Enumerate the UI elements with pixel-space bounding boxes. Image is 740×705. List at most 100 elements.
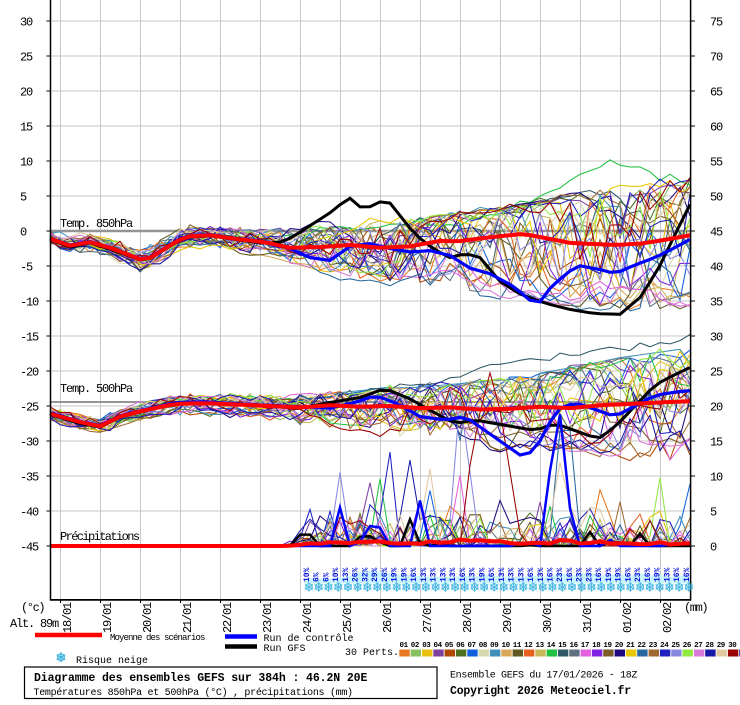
svg-text:❄: ❄ xyxy=(567,582,577,596)
svg-text:16%: 16% xyxy=(673,567,682,582)
svg-text:05: 05 xyxy=(445,642,454,650)
svg-text:❄: ❄ xyxy=(460,582,470,596)
svg-text:26%: 26% xyxy=(381,567,390,582)
svg-text:18/01: 18/01 xyxy=(61,602,75,633)
svg-text:28/01: 28/01 xyxy=(461,602,475,633)
svg-text:19: 19 xyxy=(603,642,612,650)
svg-text:❄: ❄ xyxy=(450,582,460,596)
svg-text:18: 18 xyxy=(592,642,601,650)
svg-text:13%: 13% xyxy=(498,567,507,582)
svg-text:Alt. 89m: Alt. 89m xyxy=(10,617,59,631)
svg-text:40: 40 xyxy=(710,261,723,275)
svg-text:14: 14 xyxy=(547,642,556,650)
svg-text:23%: 23% xyxy=(556,567,565,582)
svg-text:19%: 19% xyxy=(391,567,400,582)
svg-text:Diagramme des ensembles GEFS s: Diagramme des ensembles GEFS sur 384h : … xyxy=(34,672,367,685)
svg-text:16: 16 xyxy=(570,642,579,650)
svg-text:19%: 19% xyxy=(478,567,487,582)
svg-text:20/01: 20/01 xyxy=(141,602,155,633)
svg-text:30: 30 xyxy=(20,16,33,30)
svg-text:10%: 10% xyxy=(303,567,312,582)
svg-text:20: 20 xyxy=(20,86,33,100)
svg-text:5: 5 xyxy=(20,191,27,205)
svg-text:6%: 6% xyxy=(313,572,322,582)
svg-text:13%: 13% xyxy=(439,567,448,582)
svg-text:-10: -10 xyxy=(20,296,39,310)
svg-text:30 Perts.: 30 Perts. xyxy=(345,648,399,659)
svg-text:16%: 16% xyxy=(410,567,419,582)
svg-text:❄: ❄ xyxy=(664,582,674,596)
svg-text:❄: ❄ xyxy=(586,582,596,596)
svg-text:70: 70 xyxy=(710,51,723,65)
svg-text:12: 12 xyxy=(524,642,533,650)
svg-text:28: 28 xyxy=(705,642,714,650)
svg-text:31/01: 31/01 xyxy=(581,602,595,633)
svg-text:17: 17 xyxy=(581,642,589,650)
svg-text:❄: ❄ xyxy=(596,582,606,596)
svg-text:16%: 16% xyxy=(595,567,604,582)
svg-text:10: 10 xyxy=(710,471,723,485)
svg-text:❄: ❄ xyxy=(508,582,518,596)
svg-text:35: 35 xyxy=(710,296,723,310)
svg-text:19/01: 19/01 xyxy=(101,602,115,633)
svg-text:25/01: 25/01 xyxy=(341,602,355,633)
svg-text:0: 0 xyxy=(710,541,717,555)
svg-text:13%: 13% xyxy=(517,567,526,582)
svg-text:03: 03 xyxy=(422,642,431,650)
svg-text:16%: 16% xyxy=(624,567,633,582)
svg-text:19%: 19% xyxy=(654,567,663,582)
svg-text:16%: 16% xyxy=(644,567,653,582)
svg-text:20: 20 xyxy=(710,401,723,415)
svg-text:16%: 16% xyxy=(488,567,497,582)
svg-text:16%: 16% xyxy=(547,567,556,582)
svg-text:13%: 13% xyxy=(537,567,546,582)
svg-text:❄: ❄ xyxy=(654,582,664,596)
svg-text:Précipitations: Précipitations xyxy=(60,530,140,544)
svg-text:Risque neige: Risque neige xyxy=(76,655,148,667)
svg-text:Ensemble GEFS du 17/01/2026 -: Ensemble GEFS du 17/01/2026 - 18Z xyxy=(450,670,637,682)
svg-text:27/01: 27/01 xyxy=(421,602,435,633)
svg-text:60: 60 xyxy=(710,121,723,135)
svg-text:6%: 6% xyxy=(323,572,332,582)
svg-text:22/01: 22/01 xyxy=(221,602,235,633)
svg-text:13: 13 xyxy=(536,642,545,650)
svg-text:❄: ❄ xyxy=(489,582,499,596)
svg-text:0: 0 xyxy=(20,226,27,240)
svg-text:-25: -25 xyxy=(20,401,39,415)
svg-text:75: 75 xyxy=(710,16,723,30)
svg-text:10: 10 xyxy=(502,642,511,650)
svg-text:-45: -45 xyxy=(20,541,39,555)
svg-text:-15: -15 xyxy=(20,331,39,345)
svg-text:25: 25 xyxy=(710,366,723,380)
svg-text:Moyenne des scénarios: Moyenne des scénarios xyxy=(110,633,205,643)
svg-text:❄: ❄ xyxy=(372,582,382,596)
svg-text:20: 20 xyxy=(615,642,624,650)
svg-text:15: 15 xyxy=(558,642,567,650)
svg-text:26: 26 xyxy=(683,642,692,650)
svg-text:08: 08 xyxy=(479,642,488,650)
svg-text:-40: -40 xyxy=(20,506,39,520)
svg-text:5: 5 xyxy=(710,506,717,520)
svg-text:❄: ❄ xyxy=(411,582,421,596)
svg-text:24: 24 xyxy=(660,642,669,650)
svg-text:01: 01 xyxy=(400,642,409,650)
svg-text:-35: -35 xyxy=(20,471,39,485)
svg-text:13%: 13% xyxy=(469,567,478,582)
svg-text:❄: ❄ xyxy=(391,582,401,596)
svg-text:32%: 32% xyxy=(361,567,370,582)
svg-text:❄: ❄ xyxy=(313,582,323,596)
svg-text:❄: ❄ xyxy=(440,582,450,596)
svg-text:22: 22 xyxy=(637,642,646,650)
svg-text:❄: ❄ xyxy=(625,582,635,596)
svg-text:Températures 850hPa et 500hPa: Températures 850hPa et 500hPa (°C) , pré… xyxy=(34,687,353,699)
svg-text:❄: ❄ xyxy=(674,582,684,596)
svg-text:04: 04 xyxy=(434,642,443,650)
svg-text:❄: ❄ xyxy=(606,582,616,596)
svg-text:19%: 19% xyxy=(615,567,624,582)
svg-text:❄: ❄ xyxy=(362,582,372,596)
svg-text:❄: ❄ xyxy=(547,582,557,596)
svg-text:29%: 29% xyxy=(371,567,380,582)
svg-text:❄: ❄ xyxy=(518,582,528,596)
svg-text:30: 30 xyxy=(728,642,737,650)
svg-text:21/01: 21/01 xyxy=(181,602,195,633)
